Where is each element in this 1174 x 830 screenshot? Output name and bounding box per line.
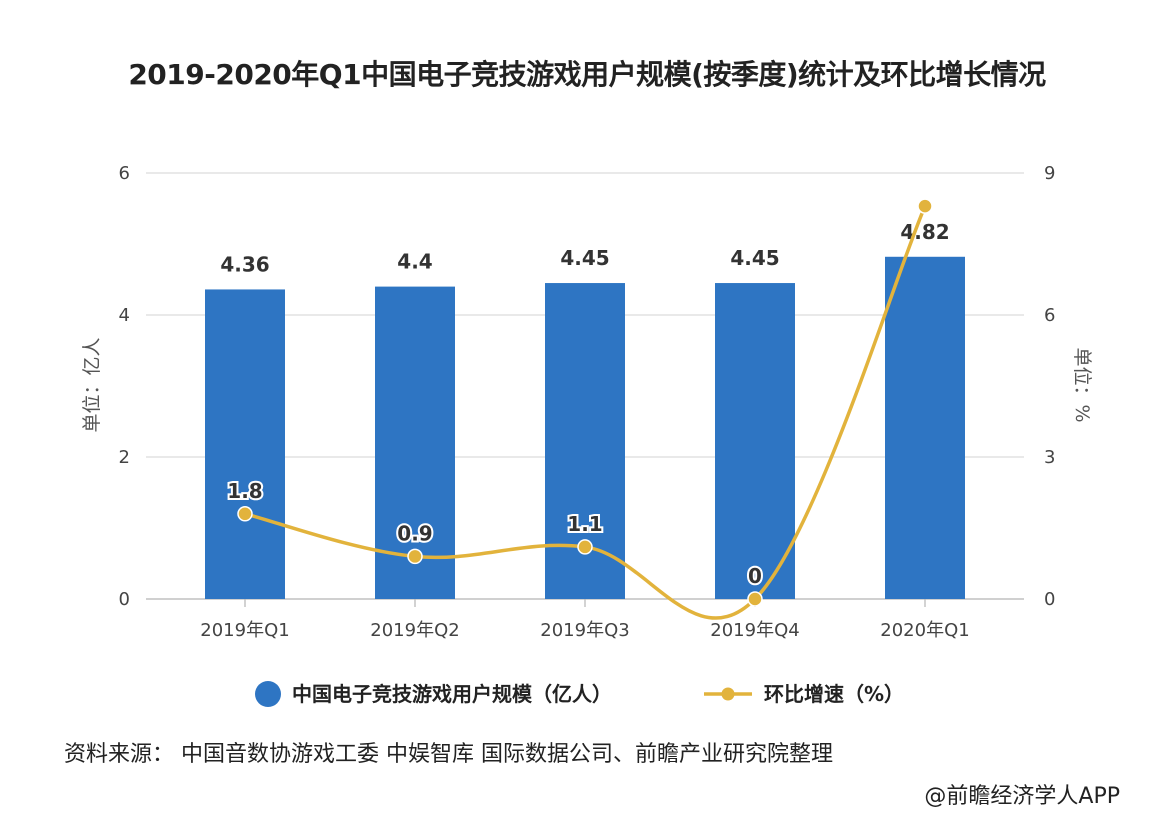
- bar-value-label: 4.36: [220, 252, 269, 276]
- y-right-tick-label: 0: [1044, 589, 1055, 610]
- y-left-tick-label: 4: [119, 305, 130, 326]
- y-left-tick-label: 0: [119, 589, 130, 610]
- x-tick-label: 2019年Q2: [370, 620, 459, 641]
- growth-rate-point: [917, 198, 933, 214]
- bar-value-label: 4.45: [560, 246, 609, 270]
- growth-rate-point: [577, 539, 593, 555]
- growth-rate-point: [237, 506, 253, 522]
- growth-rate-point: [747, 591, 763, 607]
- y-left-tick-label: 6: [119, 163, 130, 184]
- x-tick-label: 2019年Q4: [710, 620, 799, 641]
- growth-rate-label: 1.1: [567, 512, 602, 536]
- chart-title-text: 2019-2020年Q1中国电子竞技游戏用户规模(按季度)统计及环比增长情况: [128, 58, 1046, 91]
- bar: [205, 289, 285, 599]
- growth-rate-point: [407, 548, 423, 565]
- growth-rate-label: 1.8: [227, 479, 262, 503]
- legend-bar-label: 中国电子竞技游戏用户规模（亿人）: [292, 682, 612, 706]
- chart-title: 2019-2020年Q1中国电子竞技游戏用户规模(按季度)统计及环比增长情况: [40, 58, 1134, 91]
- legend-line-label: 环比增速（%）: [764, 682, 904, 706]
- x-tick-label: 2020年Q1: [880, 620, 969, 641]
- bar: [885, 256, 965, 599]
- growth-rate-label: 0: [748, 564, 762, 588]
- x-tick-label: 2019年Q3: [540, 620, 629, 641]
- bar: [375, 286, 455, 599]
- y-right-tick-label: 9: [1044, 163, 1055, 184]
- growth-rate-line: [244, 205, 927, 620]
- legend-line-marker: [721, 687, 735, 701]
- bar-value-label: 4.4: [397, 250, 432, 274]
- bar: [715, 283, 795, 599]
- y-right-axis-label: 单位：%: [1071, 347, 1093, 422]
- source-note: 资料来源： 中国音数协游戏工委 中娱智库 国际数据公司、前瞻产业研究院整理: [64, 742, 833, 767]
- y-right-tick-label: 6: [1044, 305, 1055, 326]
- brand-credit: @前瞻经济学人APP: [924, 784, 1120, 809]
- y-right-tick-label: 3: [1044, 447, 1055, 468]
- bar-value-label: 4.82: [900, 220, 949, 244]
- bar-value-label: 4.45: [730, 246, 779, 270]
- growth-rate-label: 0.9: [397, 521, 432, 545]
- x-tick-label: 2019年Q1: [200, 620, 289, 641]
- y-left-tick-label: 2: [119, 447, 130, 468]
- y-left-axis-label: 单位：亿人: [81, 337, 103, 432]
- legend-bar-swatch: [255, 681, 281, 707]
